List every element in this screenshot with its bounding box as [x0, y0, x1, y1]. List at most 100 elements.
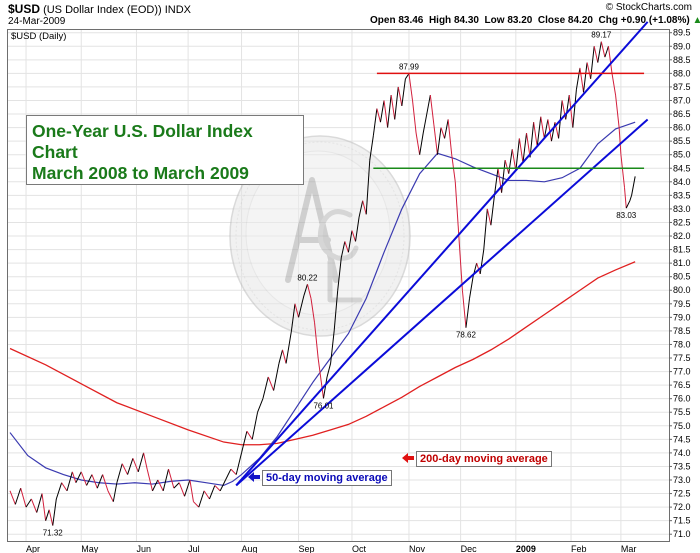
price-segment — [189, 479, 194, 502]
y-tick-label: 84.0 — [673, 177, 691, 187]
price-segment — [298, 295, 305, 318]
price-segment — [490, 195, 495, 226]
price-segment — [401, 78, 406, 106]
price-segment — [137, 452, 145, 473]
price-segment — [219, 479, 226, 492]
y-tick-label: 73.0 — [673, 475, 691, 485]
y-tick-label: 83.0 — [673, 204, 691, 214]
chart-date: 24-Mar-2009 — [8, 16, 66, 27]
price-segment — [66, 471, 73, 491]
y-tick-label: 88.0 — [673, 68, 691, 78]
price-segment — [390, 94, 396, 120]
arrow-left-icon — [402, 453, 414, 463]
price-segment — [347, 230, 353, 253]
chart-title-line1: One-Year U.S. Dollar Index Chart — [32, 121, 253, 162]
price-segment — [203, 490, 210, 500]
price-segment — [604, 46, 609, 58]
price-segment — [30, 498, 38, 513]
price-segment — [262, 376, 269, 399]
x-tick-label: May — [81, 544, 99, 553]
price-annotation: 87.99 — [399, 63, 420, 72]
y-tick-label: 87.5 — [673, 82, 691, 92]
price-segment — [351, 230, 357, 242]
price-segment — [162, 469, 170, 491]
price-segment — [508, 149, 513, 174]
price-segment — [146, 469, 153, 491]
up-arrow-icon: ▲ — [692, 15, 700, 26]
x-tick-label: Jun — [136, 544, 151, 553]
price-segment — [372, 108, 378, 136]
y-tick-label: 82.0 — [673, 231, 691, 241]
y-tick-label: 72.0 — [673, 502, 691, 512]
y-tick-label: 71.5 — [673, 516, 691, 526]
price-segment — [611, 73, 617, 96]
y-tick-label: 82.5 — [673, 217, 691, 227]
price-segment — [543, 119, 549, 139]
x-tick-label: Mar — [621, 544, 637, 553]
price-segment — [198, 490, 205, 508]
chart-title-line2: March 2008 to March 2009 — [32, 163, 249, 183]
price-segment — [461, 290, 467, 328]
price-segment — [344, 241, 349, 253]
y-tick-label: 77.5 — [673, 353, 691, 363]
price-segment — [306, 284, 312, 299]
price-segment — [355, 216, 360, 242]
open-label: Open — [370, 15, 396, 26]
y-tick-label: 74.5 — [673, 434, 691, 444]
x-tick-label: Aug — [242, 544, 258, 553]
price-segment — [96, 474, 104, 489]
exchange-name: INDX — [164, 4, 191, 16]
price-segment — [267, 376, 275, 391]
price-segment — [41, 493, 47, 521]
symbol-name: (US Dollar Index (EOD)) — [43, 4, 162, 16]
price-segment — [515, 138, 520, 172]
price-segment — [168, 469, 175, 489]
price-segment — [623, 187, 627, 209]
chart-title-box: One-Year U.S. Dollar Index Chart March 2… — [26, 115, 304, 185]
price-segment — [394, 86, 399, 120]
y-tick-label: 86.5 — [673, 109, 691, 119]
price-segment — [143, 452, 148, 470]
price-segment — [45, 509, 50, 521]
price-segment — [285, 330, 292, 364]
agl-coin-watermark — [229, 135, 411, 337]
price-segment — [493, 168, 499, 196]
price-segment — [75, 471, 82, 483]
price-segment — [340, 241, 346, 258]
price-segment — [112, 482, 118, 502]
price-segment — [333, 290, 339, 331]
price-segment — [91, 474, 98, 489]
y-tick-label: 89.5 — [673, 28, 691, 38]
price-segment — [314, 322, 319, 359]
price-segment — [337, 257, 342, 291]
price-segment — [25, 498, 32, 508]
x-tick-label: Nov — [409, 544, 426, 553]
price-segment — [178, 482, 186, 497]
price-segment — [326, 363, 332, 378]
price-segment — [522, 132, 528, 163]
y-tick-label: 89.0 — [673, 41, 691, 51]
price-segment — [479, 249, 485, 275]
price-segment — [20, 488, 27, 508]
price-segment — [600, 41, 606, 58]
y-tick-label: 79.0 — [673, 312, 691, 322]
close-label: Close — [537, 15, 566, 26]
y-tick-label: 84.5 — [673, 163, 691, 173]
price-segment — [469, 276, 474, 299]
price-segment — [397, 86, 403, 106]
price-annotation: 89.17 — [591, 31, 612, 40]
price-segment — [412, 100, 417, 134]
arrow-left-icon — [248, 472, 260, 482]
price-segment — [620, 154, 625, 188]
ma200-label: 200-day moving average — [416, 451, 552, 467]
price-segment — [579, 67, 585, 93]
y-tick-label: 76.0 — [673, 394, 691, 404]
price-segment — [71, 471, 77, 483]
price-annotation: 83.03 — [616, 211, 637, 220]
y-tick-label: 72.5 — [673, 489, 691, 499]
y-tick-label: 79.5 — [673, 299, 691, 309]
price-segment — [597, 41, 602, 63]
price-segment — [550, 122, 556, 142]
x-tick-label: Feb — [571, 544, 587, 553]
price-segment — [568, 95, 574, 128]
